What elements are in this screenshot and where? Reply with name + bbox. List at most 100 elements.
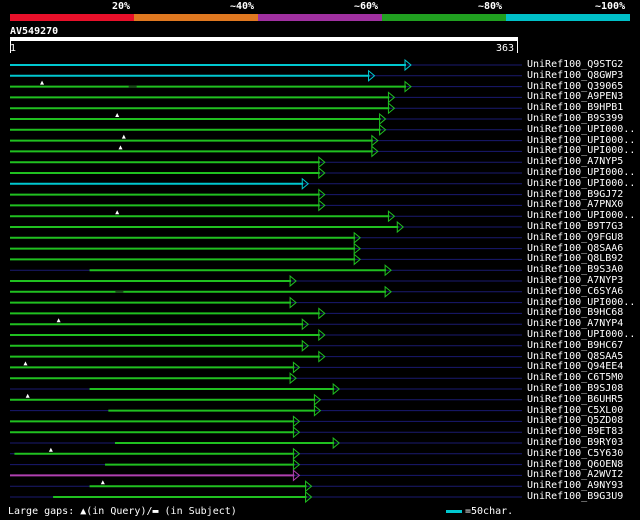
hit-label[interactable]: UniRef100_A2WVI2	[527, 469, 624, 481]
hit-row[interactable]	[10, 480, 522, 493]
hit-label[interactable]: UniRef100_A7PNX0	[527, 199, 624, 211]
hit-row[interactable]	[10, 134, 522, 147]
hit-label[interactable]: UniRef100_A7NYP5	[527, 156, 624, 168]
hit-end-arrow	[292, 469, 301, 482]
hit-row[interactable]	[10, 69, 522, 82]
hit-row[interactable]	[10, 361, 522, 374]
hit-row[interactable]	[10, 490, 522, 504]
hit-label[interactable]: UniRef100_B9ET83	[527, 426, 624, 438]
hit-row[interactable]	[10, 264, 522, 277]
hit-row[interactable]	[10, 220, 522, 234]
hit-label[interactable]: UniRef100_B9HC68	[527, 307, 624, 319]
hit-row[interactable]	[10, 58, 522, 72]
hit-label[interactable]: UniRef100_Q5ZD08	[527, 415, 624, 427]
hit-row[interactable]	[10, 112, 522, 126]
hit-row[interactable]	[10, 102, 522, 115]
hit-row[interactable]	[10, 469, 522, 482]
hit-label[interactable]: UniRef100_UPI000..	[527, 145, 636, 157]
hit-label[interactable]: UniRef100_B9S399	[527, 113, 624, 124]
hit-row[interactable]	[10, 426, 522, 439]
hit-label[interactable]: UniRef100_B9HC67	[527, 339, 624, 351]
hit-label[interactable]: UniRef100_UPI000..	[527, 123, 636, 135]
hit-label[interactable]: UniRef100_B9G3U9	[527, 491, 624, 502]
hit-label[interactable]: UniRef100_C6SYA6	[527, 285, 624, 297]
hit-row[interactable]	[10, 145, 522, 158]
hit-label[interactable]: UniRef100_A9NY93	[527, 480, 624, 492]
query-gap-marker	[56, 318, 61, 323]
query-gap-marker	[115, 113, 120, 117]
hit-label[interactable]: UniRef100_A9PEN3	[527, 91, 624, 103]
hit-label[interactable]: UniRef100_UPI000..	[527, 177, 636, 189]
hit-end-arrow	[353, 242, 361, 255]
hit-end-arrow	[368, 69, 376, 82]
hit-label[interactable]: UniRef100_UPI000..	[527, 134, 636, 146]
hit-row[interactable]	[10, 274, 522, 288]
hit-row[interactable]	[10, 382, 522, 396]
query-gap-marker	[100, 480, 105, 485]
hit-label[interactable]: UniRef100_UPI000..	[527, 296, 636, 308]
hit-row[interactable]	[10, 307, 522, 320]
hit-row[interactable]	[10, 80, 522, 93]
hit-end-arrow	[289, 372, 297, 385]
hit-row[interactable]	[10, 166, 522, 180]
hit-label[interactable]: UniRef100_B9GJ72	[527, 188, 624, 200]
hit-row[interactable]	[10, 199, 522, 212]
hit-label[interactable]: UniRef100_B6UHR5	[527, 393, 624, 405]
hit-row[interactable]	[10, 253, 522, 266]
hit-row[interactable]	[10, 210, 522, 223]
query-gap-marker	[115, 210, 120, 215]
hit-label[interactable]: UniRef100_Q8SAA5	[527, 350, 624, 362]
axis-tick-end	[517, 41, 518, 53]
hit-label[interactable]: UniRef100_UPI000..	[527, 329, 636, 340]
hit-row[interactable]	[10, 415, 522, 428]
hit-label[interactable]: UniRef100_C5XL00	[527, 404, 624, 416]
hit-row[interactable]	[10, 436, 522, 450]
hit-label[interactable]: UniRef100_A7NYP3	[527, 275, 624, 286]
hit-end-arrow	[371, 145, 379, 158]
hit-label[interactable]: UniRef100_Q8SAA6	[527, 242, 624, 254]
hit-row[interactable]	[10, 339, 522, 352]
hit-label[interactable]: UniRef100_C6T5M0	[527, 372, 624, 384]
hit-row[interactable]	[10, 350, 522, 363]
hit-label[interactable]: UniRef100_Q94EE4	[527, 361, 624, 373]
color-seg-60	[258, 14, 382, 21]
hit-row[interactable]	[10, 296, 522, 309]
hit-label[interactable]: UniRef100_B9SJ08	[527, 383, 624, 394]
query-gap-marker	[25, 393, 30, 398]
hit-row[interactable]	[10, 393, 522, 406]
hit-row[interactable]	[10, 318, 522, 331]
hit-label[interactable]: UniRef100_Q9FGU8	[527, 231, 624, 243]
hit-row[interactable]	[10, 242, 522, 255]
hit-row[interactable]	[10, 285, 522, 298]
hit-row[interactable]	[10, 231, 522, 244]
hit-end-arrow	[318, 307, 326, 320]
hit-label[interactable]: UniRef100_Q8GWP3	[527, 69, 624, 81]
hit-end-arrow	[289, 274, 297, 288]
hit-end-arrow	[387, 210, 396, 223]
hit-label[interactable]: UniRef100_B9T7G3	[527, 221, 624, 232]
hit-label[interactable]: UniRef100_B9RY03	[527, 437, 624, 448]
hit-row[interactable]	[10, 156, 522, 169]
hit-label[interactable]: UniRef100_B9HPB1	[527, 102, 624, 114]
hit-label[interactable]: UniRef100_A7NYP4	[527, 318, 624, 330]
hit-label[interactable]: UniRef100_Q9STG2	[527, 59, 624, 70]
hit-label[interactable]: UniRef100_Q8LB92	[527, 253, 624, 265]
hit-label[interactable]: UniRef100_UPI000..	[527, 210, 636, 222]
hit-label[interactable]: UniRef100_B9S3A0	[527, 264, 624, 276]
hit-row[interactable]	[10, 447, 522, 460]
hit-row[interactable]	[10, 328, 522, 342]
hit-row[interactable]	[10, 91, 522, 104]
hit-row[interactable]	[10, 458, 522, 471]
hit-end-arrow	[292, 415, 301, 428]
hit-label[interactable]: UniRef100_C5Y630	[527, 447, 624, 459]
hit-row[interactable]	[10, 123, 522, 136]
hit-label[interactable]: UniRef100_UPI000..	[527, 167, 636, 178]
hit-label[interactable]: UniRef100_Q6OEN8	[527, 458, 624, 470]
hit-row[interactable]	[10, 188, 522, 201]
hit-label[interactable]: UniRef100_Q39065	[527, 80, 624, 92]
hit-end-arrow	[318, 328, 326, 342]
hit-end-arrow	[396, 220, 405, 234]
hit-row[interactable]	[10, 404, 522, 417]
hit-row[interactable]	[10, 372, 522, 385]
hit-row[interactable]	[10, 177, 522, 190]
